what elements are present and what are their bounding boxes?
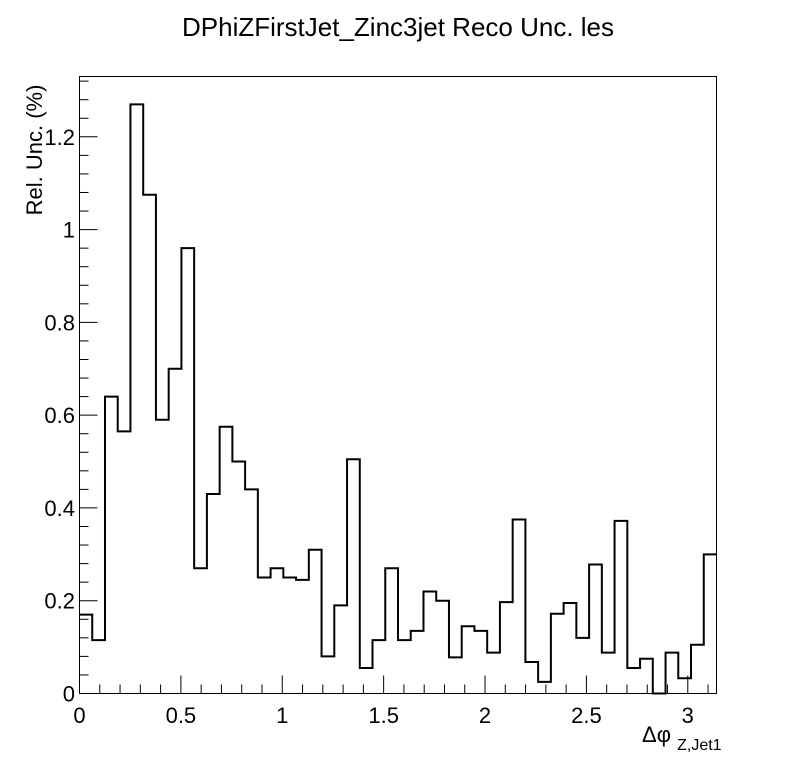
x-axis-title-sub: Z,Jet1	[677, 737, 722, 754]
y-tick-label-5: 1	[63, 218, 75, 243]
y-axis-title: Rel. Unc. (%)	[22, 85, 47, 216]
x-tick-label-2: 1	[276, 703, 288, 728]
y-tick-label-0: 0	[63, 682, 75, 707]
chart-title: DPhiZFirstJet_Zinc3jet Reco Unc. les	[182, 12, 614, 42]
x-ticks: 0 0.5 1 1.5 2 2.5 3	[73, 675, 709, 728]
y-tick-label-3: 0.6	[44, 403, 75, 428]
x-tick-label-4: 2	[479, 703, 491, 728]
y-tick-label-4: 0.8	[44, 310, 75, 335]
y-ticks: 0 0.2 0.4 0.6 0.8 1 1.2	[44, 80, 98, 707]
y-tick-label-1: 0.2	[44, 589, 75, 614]
x-tick-label-5: 2.5	[571, 703, 602, 728]
x-axis-title-main: Δφ	[642, 722, 671, 747]
y-tick-label-6: 1.2	[44, 125, 75, 150]
x-tick-label-0: 0	[73, 703, 85, 728]
x-tick-label-3: 1.5	[368, 703, 399, 728]
x-axis-title: Δφ Z,Jet1	[642, 722, 722, 754]
y-tick-label-2: 0.4	[44, 496, 75, 521]
x-tick-label-1: 0.5	[166, 703, 197, 728]
plot-frame	[79, 76, 717, 694]
x-tick-label-6: 3	[682, 703, 694, 728]
histogram-outline	[79, 103, 717, 695]
